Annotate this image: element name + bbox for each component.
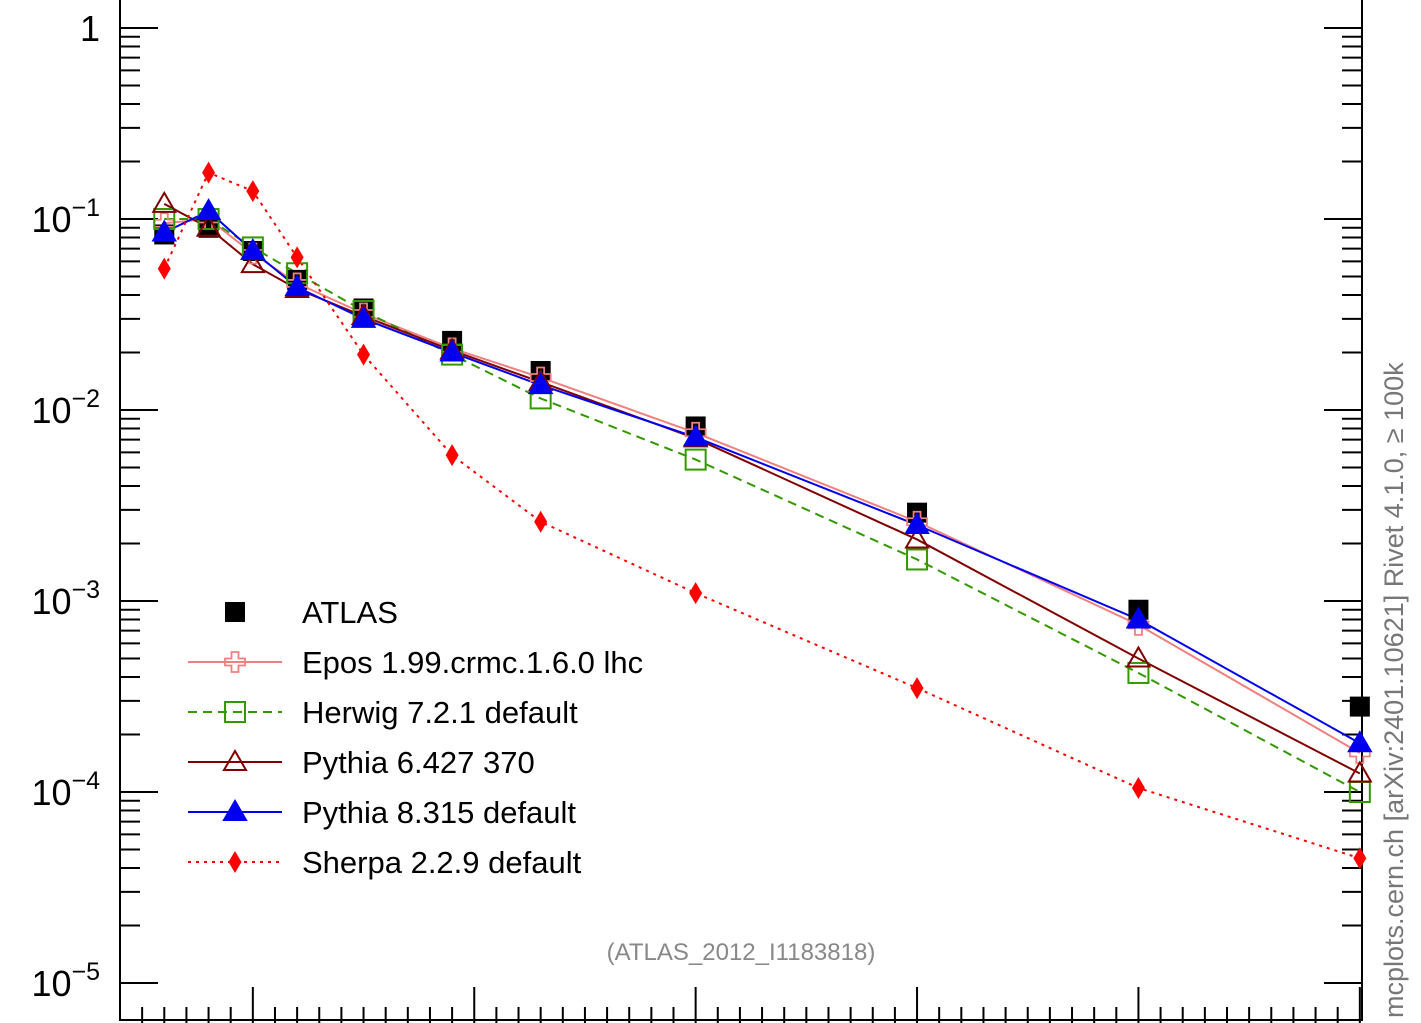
series-line-sherpa-2-2-9-default — [163, 171, 1361, 860]
legend-marker-pythia-8-315-default — [222, 799, 248, 821]
data-point-pythia-8-315-default — [1347, 730, 1373, 753]
data-point-pythia-8-315-default — [350, 305, 377, 328]
data-point-pythia-6-427-370 — [1347, 760, 1373, 783]
data-point-pythia-8-315-default — [151, 219, 178, 242]
y-tick-label: 10−1 — [31, 194, 100, 240]
data-point-sherpa-2-2-9-default — [357, 343, 371, 366]
data-point-sherpa-2-2-9-default — [290, 246, 304, 269]
y-tick-label: 10−2 — [31, 385, 100, 431]
data-point-sherpa-2-2-9-default — [202, 161, 216, 184]
data-point-sherpa-2-2-9-default — [1353, 847, 1367, 870]
data-point-pythia-8-315-default — [284, 274, 310, 297]
y-tick-label: 1 — [80, 8, 100, 49]
y-tick-label: 10−3 — [31, 576, 100, 622]
legend-marker-herwig-7-2-1-default — [224, 701, 246, 723]
data-point-pythia-6-427-370 — [151, 190, 178, 213]
data-point-pythia-6-427-370 — [904, 526, 930, 549]
data-point-pythia-8-315-default — [1125, 606, 1152, 629]
data-point-sherpa-2-2-9-default — [157, 257, 171, 280]
legend-label-epos-1-99-crmc-1-6-0-lhc: Epos 1.99.crmc.1.6.0 lhc — [302, 645, 643, 680]
legend-marker-epos-1-99-crmc-1-6-0-lhc — [224, 651, 246, 673]
series-markers — [151, 161, 1373, 870]
legend-label-pythia-8-315-default: Pythia 8.315 default — [302, 795, 576, 830]
legend: ATLAS Epos 1.99.crmc.1.6.0 lhc Herwig 7.2.… — [188, 595, 643, 880]
y-tick-labels: 1 10−1 10−2 10−3 10−4 10−5 — [31, 8, 100, 1004]
legend-label-pythia-6-427-370: Pythia 6.427 370 — [302, 745, 535, 780]
data-point-pythia-8-315-default — [195, 198, 222, 221]
data-point-atlas — [1349, 696, 1370, 717]
data-point-herwig-7-2-1-default — [906, 548, 929, 571]
data-point-sherpa-2-2-9-default — [910, 677, 924, 700]
data-point-pythia-8-315-default — [527, 372, 554, 395]
data-point-pythia-6-427-370 — [1125, 645, 1152, 668]
data-point-pythia-6-427-370 — [240, 251, 266, 274]
legend-marker-atlas — [225, 602, 245, 622]
y-tick-label: 10−4 — [31, 767, 100, 813]
side-label: mcplots.cern.ch [arXiv:2401.10621] Rivet… — [1379, 362, 1409, 1018]
data-point-sherpa-2-2-9-default — [246, 180, 260, 203]
y-tick-label: 10−5 — [31, 958, 100, 1004]
data-point-herwig-7-2-1-default — [684, 448, 707, 471]
data-point-herwig-7-2-1-default — [1127, 661, 1150, 684]
analysis-id-label: (ATLAS_2012_I1183818) — [607, 939, 876, 966]
data-point-sherpa-2-2-9-default — [1131, 776, 1145, 799]
legend-marker-pythia-6-427-370 — [222, 749, 248, 771]
legend-marker-sherpa-2-2-9-default — [228, 851, 242, 873]
data-point-sherpa-2-2-9-default — [534, 510, 548, 533]
legend-label-herwig-7-2-1-default: Herwig 7.2.1 default — [302, 695, 578, 730]
data-point-pythia-8-315-default — [240, 237, 266, 260]
legend-label-sherpa-2-2-9-default: Sherpa 2.2.9 default — [302, 845, 582, 880]
legend-label-atlas: ATLAS — [302, 595, 398, 630]
data-point-pythia-6-427-370 — [195, 214, 222, 237]
data-point-pythia-8-315-default — [904, 511, 930, 534]
data-point-sherpa-2-2-9-default — [445, 444, 459, 467]
plot-frame — [119, 0, 1363, 1021]
data-point-pythia-8-315-default — [439, 339, 465, 362]
axis-ticks — [120, 27, 1362, 1023]
data-point-sherpa-2-2-9-default — [689, 582, 703, 605]
data-point-pythia-8-315-default — [682, 424, 709, 447]
